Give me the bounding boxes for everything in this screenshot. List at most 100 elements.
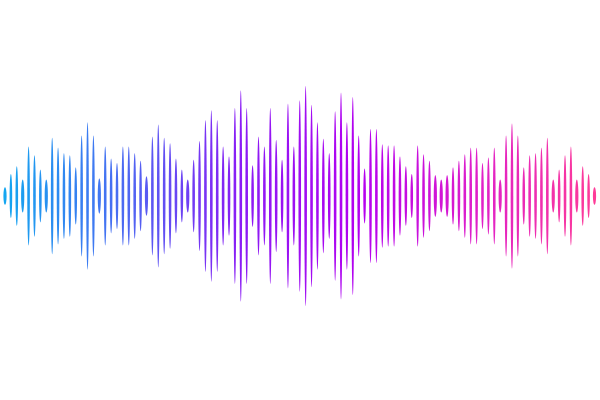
- waveform-bar: [121, 146, 125, 246]
- waveform-bar: [292, 146, 296, 246]
- waveform-bar: [245, 108, 248, 284]
- waveform-bar: [569, 146, 573, 246]
- waveform-bar: [504, 135, 508, 257]
- waveform-bar: [162, 137, 166, 255]
- waveform-bar: [487, 157, 490, 235]
- waveform-bar: [168, 143, 172, 249]
- waveform-bar: [451, 167, 455, 225]
- waveform-bar: [186, 179, 190, 213]
- waveform-bar: [404, 166, 408, 226]
- waveform-bar: [74, 167, 78, 225]
- waveform-bar: [233, 108, 237, 284]
- waveform-bar: [227, 156, 231, 236]
- waveform-bar: [498, 179, 502, 213]
- waveform-bar: [416, 145, 419, 247]
- waveform-bar: [369, 128, 372, 264]
- waveform-bar: [62, 153, 66, 239]
- waveform-bar: [86, 122, 89, 270]
- waveform-bar: [21, 179, 25, 213]
- waveform-bar: [357, 135, 361, 257]
- waveform-bar: [274, 139, 278, 253]
- waveform-bar: [44, 179, 48, 213]
- waveform-bar: [333, 111, 337, 281]
- waveform-bar: [563, 155, 567, 237]
- waveform-bar: [457, 160, 461, 232]
- waveform-bar: [239, 90, 243, 302]
- waveform-bar: [174, 158, 178, 234]
- waveform-bar: [192, 159, 195, 233]
- waveform-bar: [27, 146, 30, 246]
- waveform-bar: [127, 146, 131, 246]
- waveform-bar: [280, 159, 284, 233]
- waveform-bar: [263, 146, 266, 246]
- waveform-bar: [304, 86, 307, 306]
- waveform-bar: [475, 147, 478, 245]
- waveform-bar: [56, 147, 60, 245]
- waveform-bar: [68, 155, 72, 237]
- waveform-bar: [97, 178, 101, 214]
- waveform-bar: [133, 153, 136, 239]
- waveform-bar: [322, 138, 325, 254]
- waveform-bar: [139, 160, 142, 232]
- waveform-bar: [210, 110, 213, 282]
- waveform-bar: [39, 169, 42, 223]
- waveform-bar: [481, 163, 484, 229]
- waveform-bar: [310, 104, 313, 288]
- waveform-bar: [50, 137, 54, 255]
- waveform-bar: [92, 135, 95, 257]
- waveform-bar: [198, 141, 201, 251]
- waveform-bar: [375, 128, 378, 264]
- waveform-bars: [3, 86, 597, 306]
- waveform-bar: [339, 92, 343, 300]
- waveform-bar: [268, 108, 272, 284]
- waveform-bar: [463, 154, 467, 238]
- waveform-bar: [251, 165, 254, 227]
- waveform-bar: [534, 153, 537, 239]
- waveform-bar: [345, 122, 349, 270]
- waveform-bar: [257, 136, 260, 256]
- waveform-bar: [557, 169, 561, 223]
- waveform-bar: [587, 174, 590, 218]
- waveform-bar: [103, 146, 107, 246]
- waveform-bar: [528, 155, 531, 237]
- waveform-bar: [115, 163, 119, 229]
- waveform-bar: [522, 167, 526, 225]
- waveform-bar: [516, 135, 520, 257]
- waveform-bar: [156, 124, 160, 268]
- waveform-bar: [540, 147, 543, 245]
- waveform-bar: [351, 97, 355, 295]
- waveform-bar: [33, 155, 36, 237]
- waveform-bar: [445, 175, 449, 217]
- waveform-bar: [398, 156, 402, 236]
- waveform-bar: [510, 123, 514, 269]
- waveform-bar: [316, 122, 319, 270]
- waveform-bar: [469, 147, 473, 245]
- waveform-bar: [180, 169, 184, 223]
- waveform-bar: [392, 145, 396, 247]
- waveform-bar: [3, 187, 7, 205]
- waveform-bar: [221, 146, 225, 246]
- waveform-bar: [109, 158, 113, 234]
- waveform-bar: [433, 175, 437, 217]
- waveform-bar: [327, 153, 331, 239]
- waveform-bar: [204, 120, 207, 272]
- waveform-bar: [551, 179, 555, 213]
- waveform-bar: [144, 176, 149, 216]
- waveform-bar: [380, 144, 384, 248]
- waveform-bar: [15, 166, 19, 226]
- waveform-bar: [592, 187, 597, 205]
- waveform-bar: [575, 179, 579, 213]
- waveform-bar: [422, 154, 425, 238]
- waveform-bar: [428, 160, 431, 232]
- waveform-bar: [363, 168, 366, 224]
- waveform-bar: [298, 100, 302, 292]
- waveform-bar: [386, 145, 390, 247]
- waveform-bar: [9, 174, 13, 218]
- waveform-bar: [439, 179, 443, 213]
- waveform-bar: [80, 135, 83, 257]
- waveform-bar: [492, 147, 496, 245]
- waveform-bar: [410, 174, 414, 218]
- waveform-bar: [546, 137, 549, 255]
- waveform-bar: [286, 103, 290, 289]
